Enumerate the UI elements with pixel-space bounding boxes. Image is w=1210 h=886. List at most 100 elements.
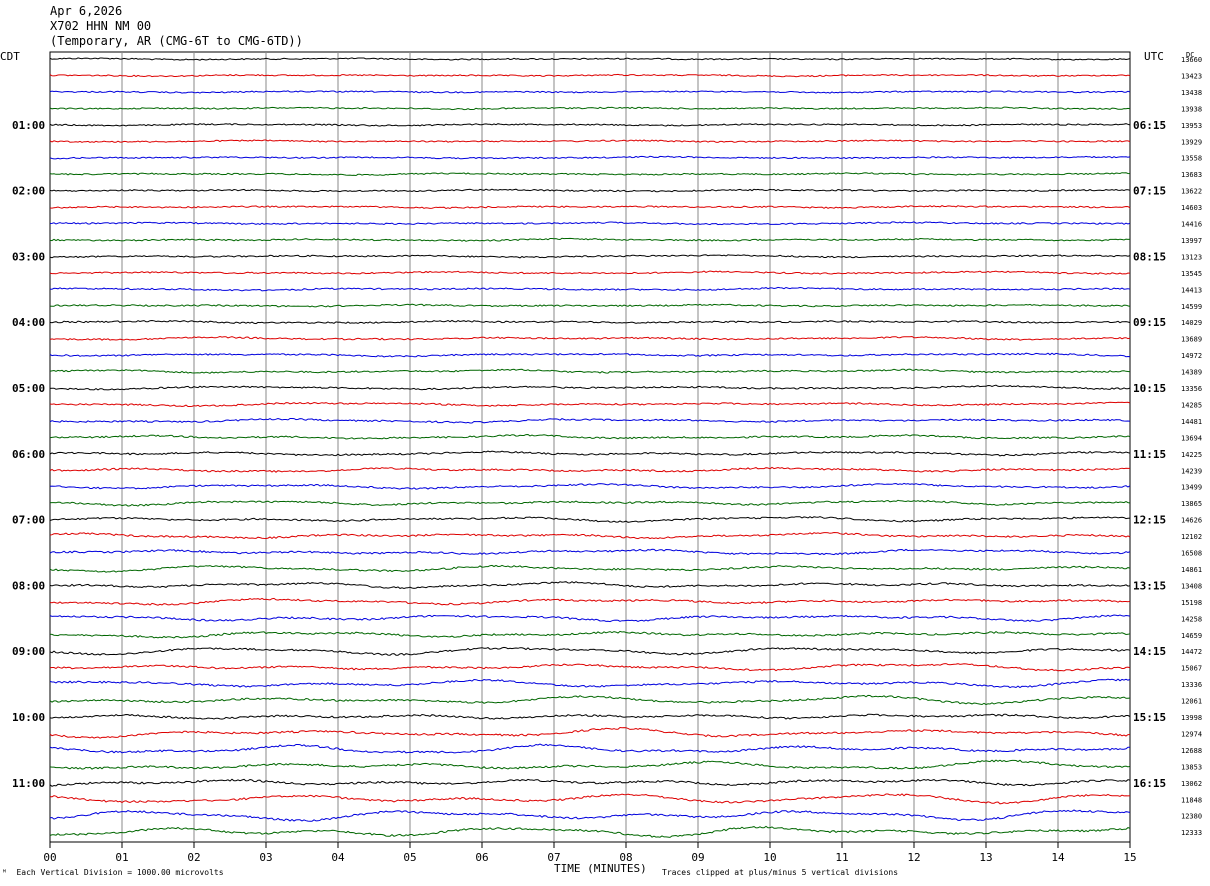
- trace-line: [49, 417, 1131, 424]
- dc-offset-label: 14413: [1181, 286, 1202, 294]
- dc-offset-label: 16508: [1181, 550, 1202, 558]
- trace-line: [49, 401, 1131, 408]
- dc-offset-label: 14603: [1181, 204, 1202, 212]
- cdt-hour-label: 06:00: [12, 448, 45, 461]
- dc-offset-label: 12333: [1181, 829, 1202, 837]
- x-tick-label: 00: [43, 851, 56, 864]
- trace-line: [49, 548, 1131, 556]
- trace-line: [49, 73, 1131, 78]
- trace-line: [49, 482, 1131, 490]
- utc-hour-label: 06:15: [1133, 119, 1166, 132]
- x-tick-label: 07: [547, 851, 560, 864]
- trace-line: [49, 319, 1131, 325]
- dc-offset-label: 14258: [1181, 615, 1202, 623]
- dc-offset-label: 13694: [1181, 434, 1202, 442]
- cdt-hour-label: 04:00: [12, 316, 45, 329]
- cdt-hour-label: 11:00: [12, 777, 45, 790]
- trace-line: [49, 825, 1131, 838]
- dc-offset-label: 13123: [1181, 253, 1202, 261]
- dc-label: DC: [1186, 51, 1194, 59]
- trace-line: [49, 303, 1131, 308]
- trace-line: [49, 106, 1131, 111]
- utc-hour-label: 10:15: [1133, 382, 1166, 395]
- trace-line: [49, 205, 1131, 210]
- dc-offset-label: 14972: [1181, 352, 1202, 360]
- trace-line: [49, 123, 1131, 127]
- x-tick-label: 12: [907, 851, 920, 864]
- trace-line: [49, 335, 1131, 341]
- dc-offset-label: 13438: [1181, 89, 1202, 97]
- dc-offset-label: 13356: [1181, 385, 1202, 393]
- dc-offset-label: 12688: [1181, 747, 1202, 755]
- trace-line: [49, 368, 1131, 374]
- dc-offset-label: 13558: [1181, 155, 1202, 163]
- cdt-hour-label: 03:00: [12, 250, 45, 263]
- x-tick-label: 13: [979, 851, 992, 864]
- utc-hour-label: 14:15: [1133, 645, 1166, 658]
- x-axis-title: TIME (MINUTES): [554, 862, 647, 875]
- dc-offset-label: 14416: [1181, 221, 1202, 229]
- dc-offset-label: 13499: [1181, 484, 1202, 492]
- x-tick-label: 09: [691, 851, 704, 864]
- dc-offset-label: 14285: [1181, 401, 1202, 409]
- trace-line: [49, 581, 1131, 590]
- scale-note: ᴹ Each Vertical Division = 1000.00 micro…: [2, 868, 224, 877]
- dc-offset-label: 11848: [1181, 796, 1202, 804]
- dc-offset-label: 14659: [1181, 632, 1202, 640]
- dc-offset-label: 13938: [1181, 105, 1202, 113]
- trace-line: [49, 809, 1131, 822]
- x-tick-label: 04: [331, 851, 345, 864]
- dc-offset-label: 13929: [1181, 138, 1202, 146]
- dc-offset-label: 13408: [1181, 582, 1202, 590]
- x-tick-label: 01: [115, 851, 128, 864]
- trace-line: [49, 678, 1131, 689]
- utc-hour-label: 08:15: [1133, 250, 1166, 263]
- dc-offset-label: 14472: [1181, 648, 1202, 656]
- x-tick-label: 05: [403, 851, 416, 864]
- dc-offset-label: 14389: [1181, 369, 1202, 377]
- trace-line: [49, 743, 1131, 754]
- cdt-hour-label: 09:00: [12, 645, 45, 658]
- cdt-hour-label: 02:00: [12, 185, 45, 198]
- trace-line: [49, 155, 1131, 160]
- cdt-hour-label: 10:00: [12, 711, 45, 724]
- utc-hour-label: 13:15: [1133, 579, 1166, 592]
- trace-line: [49, 221, 1131, 226]
- date-label: Apr 6,2026: [50, 4, 123, 18]
- trace-line: [49, 286, 1131, 292]
- trace-line: [49, 90, 1131, 94]
- trace-line: [49, 630, 1131, 639]
- left-axis-label: CDT: [0, 50, 20, 63]
- utc-hour-label: 12:15: [1133, 514, 1166, 527]
- dc-offset-label: 14626: [1181, 517, 1202, 525]
- dc-offset-label: 13622: [1181, 188, 1202, 196]
- dc-offset-label: 13853: [1181, 763, 1202, 771]
- trace-line: [49, 694, 1131, 706]
- dc-offset-label: 12102: [1181, 533, 1202, 541]
- dc-offset-label: 13683: [1181, 171, 1202, 179]
- dc-offset-label: 13997: [1181, 237, 1202, 245]
- trace-line: [49, 597, 1131, 606]
- trace-line: [49, 57, 1131, 61]
- dc-offset-label: 15067: [1181, 665, 1202, 673]
- trace-line: [49, 352, 1131, 358]
- trace-line: [49, 237, 1131, 242]
- trace-line: [49, 384, 1131, 391]
- x-tick-label: 15: [1123, 851, 1136, 864]
- dc-offset-label: 12974: [1181, 730, 1202, 738]
- dc-offset-label: 14481: [1181, 418, 1202, 426]
- utc-hour-label: 07:15: [1133, 185, 1166, 198]
- dc-offset-label: 13423: [1181, 72, 1202, 80]
- x-tick-label: 14: [1051, 851, 1065, 864]
- trace-line: [49, 663, 1131, 672]
- trace-line: [49, 726, 1130, 739]
- dc-offset-label: 13998: [1181, 714, 1202, 722]
- dc-offset-label: 15198: [1181, 599, 1202, 607]
- dc-offset-label: 13953: [1181, 122, 1202, 130]
- x-tick-label: 02: [187, 851, 200, 864]
- dc-offset-label: 14861: [1181, 566, 1202, 574]
- dc-offset-label: 14225: [1181, 451, 1202, 459]
- trace-line: [49, 466, 1130, 473]
- right-axis-label: UTC: [1144, 50, 1164, 63]
